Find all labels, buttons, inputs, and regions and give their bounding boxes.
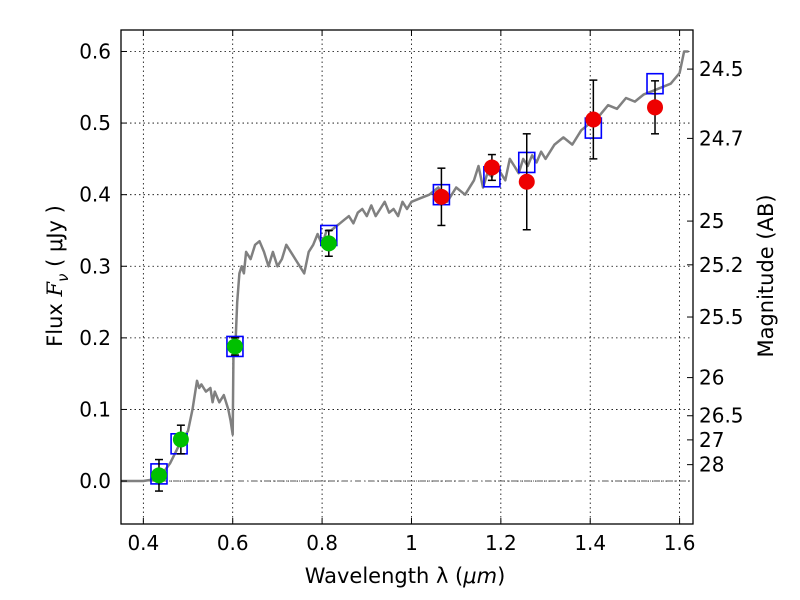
x-tick-label: 0.4	[127, 531, 159, 555]
x-axis-label: Wavelength λ (μm)	[305, 564, 506, 588]
x-axis-label-suffix: )	[497, 564, 505, 588]
green-point	[320, 235, 337, 252]
y2-tick-label: 25.5	[699, 305, 744, 329]
plot-frame	[120, 29, 694, 525]
red-point	[647, 99, 664, 116]
y-axis-label-unit: ( μJy )	[43, 205, 67, 273]
y-tick-label: 0.2	[79, 326, 111, 350]
y-axis-label-subscript: ν	[54, 274, 72, 282]
red-point	[518, 173, 535, 190]
red-point	[433, 188, 450, 205]
x-tick-label: 1.2	[485, 531, 517, 555]
y-tick-label: 0.3	[79, 254, 111, 278]
x-axis-label-prefix: Wavelength λ (	[305, 564, 464, 588]
red-point	[483, 159, 500, 176]
y-axis-label-text: Flux	[43, 297, 67, 347]
y2-tick-label: 28	[699, 453, 724, 477]
y2-tick-label: 27	[699, 428, 724, 452]
x-tick-label: 0.8	[306, 531, 338, 555]
y-tick-label: 0.4	[79, 183, 111, 207]
series-layer	[121, 50, 689, 492]
y2-axis-label: Magnitude (AB)	[754, 194, 778, 357]
red-point	[585, 111, 602, 128]
y2-tick-label: 24.5	[699, 57, 744, 81]
x-tick-label: 0.6	[217, 531, 249, 555]
y2-tick-label: 24.7	[699, 126, 744, 150]
y-axis-label-symbol: F	[43, 281, 67, 298]
y2-tick-label: 26.5	[699, 404, 744, 428]
x-tick-label: 1.6	[664, 531, 696, 555]
x-axis-label-unit: μm	[462, 564, 497, 588]
ticks: 0.4 0.6 0.8 1 1.2 1.4 1.6 0.0 0.1 0.2 0.3 0.4 0.5 0.6…	[79, 30, 744, 555]
y-axis-label: Flux Fν ( μJy )	[43, 205, 72, 347]
y-tick-label: 0.5	[79, 111, 111, 135]
y2-tick-label: 25	[699, 209, 724, 233]
x-tick-label: 1.4	[574, 531, 606, 555]
y-tick-label: 0.1	[79, 397, 111, 421]
y2-tick-label: 26	[699, 366, 724, 390]
green-point	[172, 431, 189, 448]
model-spectrum-line	[121, 50, 689, 483]
x-tick-label: 1	[405, 531, 418, 555]
y-tick-label: 0.6	[79, 39, 111, 63]
green-point	[226, 338, 243, 355]
y2-tick-label: 25.2	[699, 253, 744, 277]
y-tick-label: 0.0	[79, 469, 111, 493]
green-point	[150, 467, 167, 484]
